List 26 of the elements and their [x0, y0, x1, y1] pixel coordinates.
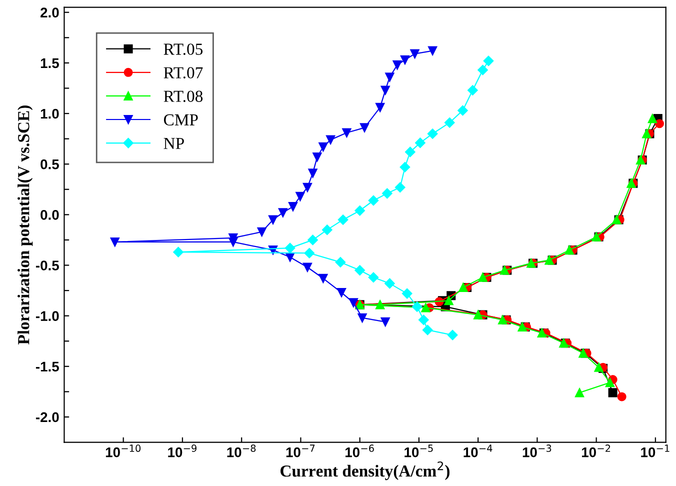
x-axis-title: Current density(A/cm$^{2}$) [280, 461, 450, 480]
legend-label: RT.07 [164, 67, 203, 78]
y-tick-label: 0.5 [40, 159, 59, 170]
x-tick-label: 10$^{−3}$ [522, 444, 552, 458]
x-tick-label: 10$^{−2}$ [582, 444, 610, 458]
y-tick-label: -2.0 [36, 412, 59, 422]
y-tick-label: -1.0 [36, 311, 59, 321]
x-tick-label: 10$^{−9}$ [168, 444, 196, 458]
y-tick-label: -1.5 [36, 362, 59, 372]
legend-label: RT.08 [164, 90, 203, 102]
x-tick-label: 10$^{−8}$ [227, 444, 256, 458]
y-axis-title: Plorarization potential(V vs.SCE) [18, 106, 33, 344]
y-tick-label: 0.0 [40, 210, 59, 220]
x-tick-label: 10$^{−10}$ [106, 444, 141, 458]
y-tick-label: 1.0 [40, 108, 59, 119]
legend-label: RT.05 [164, 44, 203, 55]
legend-label: NP [164, 138, 184, 149]
x-tick-label: 10$^{−4}$ [464, 444, 492, 458]
x-tick-label: 10$^{−6}$ [346, 444, 374, 458]
x-tick-label: 10$^{−5}$ [404, 444, 433, 458]
y-tick-label: 2.0 [40, 8, 59, 18]
legend-label: CMP [164, 114, 198, 126]
x-tick-label: 10$^{−1}$ [641, 444, 670, 458]
x-tick-label: 10$^{−7}$ [286, 444, 315, 458]
y-tick-label: -0.5 [36, 260, 59, 270]
y-tick-label: 1.5 [40, 58, 59, 68]
